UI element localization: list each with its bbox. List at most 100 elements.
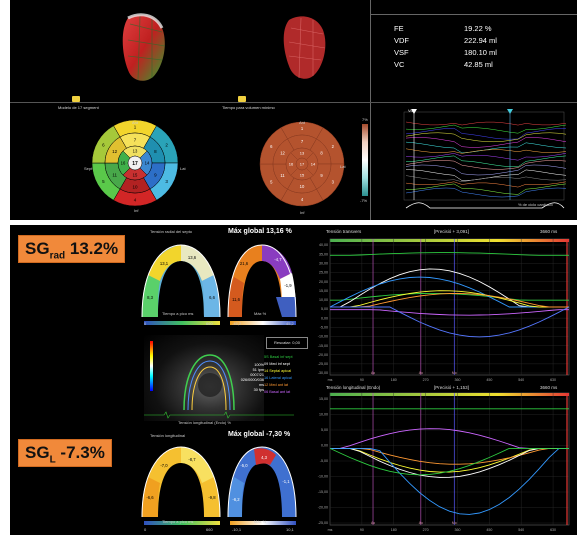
- color-scale-bar: [362, 124, 368, 196]
- segment-number: 7: [301, 139, 304, 144]
- radial-seg-value: 13,6: [188, 255, 197, 260]
- metric-value: 180.10 ml: [464, 48, 497, 57]
- y-tick-label: -20,00: [318, 506, 328, 510]
- radial-header-small: Tensión radial del septo: [150, 229, 193, 234]
- strain-curve: [330, 290, 569, 308]
- dir-lat-label: Lat: [180, 166, 186, 171]
- x-tick-label: 270: [423, 378, 429, 382]
- long-seg-value: -7,0: [160, 463, 168, 468]
- segment-number: 6: [102, 143, 105, 148]
- y-tick-label: 10,00: [319, 413, 328, 417]
- x-tick-label: ms: [328, 528, 333, 532]
- legend-item: 16 Lateral apical: [264, 376, 292, 380]
- segment-number: 11: [280, 173, 285, 178]
- dir-sept-label: Sept: [84, 166, 93, 171]
- x-tick-label: 540: [518, 378, 524, 382]
- dir-ant-label: Ant: [132, 120, 139, 125]
- long-header-small: Tensión longitudinal: [150, 433, 186, 438]
- segment-number: 8: [320, 150, 323, 155]
- rescue-value-box[interactable]: Rescatar: 0,00: [266, 337, 308, 349]
- event-marker-label: Ao: [419, 521, 423, 525]
- long-max-global: Máx global -7,30 %: [228, 431, 291, 438]
- x-tick-label: 90: [360, 528, 364, 532]
- event-marker-label: Ao: [371, 521, 375, 525]
- segment-volume-curve: [405, 148, 567, 154]
- legend-item: 06 Basal ant lat: [264, 390, 291, 394]
- legend-item: 5S Basal inf sept: [264, 355, 293, 359]
- badge-value: -7.3%: [60, 443, 105, 462]
- segmental-volume-curves: [403, 109, 567, 209]
- scale-bottom-label: -7%: [360, 198, 368, 203]
- segment-number: 15: [133, 173, 138, 178]
- badge-sub: L: [49, 454, 56, 466]
- min-volume-toggle-icon[interactable]: [238, 96, 246, 102]
- volume-curve-label: Vol: [408, 108, 414, 113]
- segment-volume-curve: [405, 181, 567, 188]
- segment-volume-curve: [405, 175, 567, 183]
- segment-number: 14: [311, 162, 316, 167]
- scale-val: 660: [206, 527, 213, 532]
- scale-val: 0: [144, 527, 147, 532]
- longitudinal-strain-arches: -6,6 -7,0 -8,7 -9,8 -5,0 4,3 -1,1 -6,2: [141, 446, 297, 525]
- long-seg-value: -6,6: [146, 495, 154, 500]
- segment-number: 17: [300, 162, 305, 167]
- segment-number: 13: [300, 151, 305, 156]
- y-tick-label: 10,00: [319, 298, 328, 302]
- graph1-time: 3660 ms: [540, 229, 558, 234]
- y-tick-label: -30,00: [318, 371, 328, 375]
- radial-seg-value: 6,6: [209, 295, 215, 300]
- radial-seg-value: 11,6: [232, 297, 241, 302]
- sg-radial-badge: SGrad 13.2%: [18, 235, 126, 263]
- segment-model-toggle-icon[interactable]: [72, 96, 80, 102]
- radial-seg-value: 8,3: [147, 295, 153, 300]
- y-tick-label: 5,00: [321, 428, 328, 432]
- long-seg-value: -1,1: [282, 479, 290, 484]
- ventricle-3d-render-left: [122, 13, 166, 81]
- segment-volume-curve: [405, 155, 567, 168]
- x-tick-label: 270: [423, 528, 429, 532]
- segment-volume-curve: [405, 121, 567, 126]
- bullseye-apex: [295, 157, 309, 171]
- y-tick-label: -15,00: [318, 490, 328, 494]
- echo-info-line: 100%: [254, 363, 264, 367]
- segment-number: 1: [134, 124, 137, 129]
- y-tick-label: 0,00: [321, 316, 328, 320]
- segment-number: 16: [289, 162, 294, 167]
- y-tick-label: -15,00: [318, 344, 328, 348]
- segment-number: 7: [134, 137, 137, 142]
- segment-model-label: Modelo de 17 segment: [58, 105, 99, 110]
- graph2-time: 3660 ms: [540, 385, 558, 390]
- radial-max-global: Máx global 13,16 %: [228, 228, 292, 235]
- dir-ant-label: Ant: [299, 120, 306, 125]
- segment-volume-curve: [405, 137, 567, 148]
- long-seg-value: 4,3: [261, 455, 267, 460]
- radial-seg-value: 13,1: [160, 261, 169, 266]
- segment-number: 13: [133, 149, 138, 154]
- strain-curve: [330, 252, 569, 256]
- y-tick-label: 15,00: [319, 289, 328, 293]
- segment-volume-curve: [405, 153, 567, 161]
- segment-volume-curve: [405, 127, 567, 140]
- segment-volume-curve: [405, 164, 567, 176]
- longitudinal-strain-graph: 15,00 10,00 5,00 0,00 -5,00 -10,00 -15,00 -20,0…: [318, 392, 570, 532]
- graph1-peak: [Precisió + 3,091]: [434, 229, 469, 234]
- divider: [370, 0, 371, 220]
- divider: [10, 102, 577, 103]
- metric-value: 19.22 %: [464, 24, 492, 33]
- strain-curve: [329, 276, 569, 308]
- x-tick-label: 180: [391, 378, 397, 382]
- segment-number: 10: [300, 184, 305, 189]
- x-tick-label: 630: [550, 378, 556, 382]
- metric-key: VC: [394, 60, 405, 69]
- echo-info-line: 026/0000/036 ms: [240, 378, 264, 387]
- segment-volume-curve: [405, 124, 567, 134]
- x-tick-label: 180: [391, 528, 397, 532]
- y-tick-label: -10,00: [318, 335, 328, 339]
- strain-curve: [330, 447, 569, 478]
- segment-number: 8: [154, 149, 157, 154]
- graph2-peak: [Precisió + 1,153]: [434, 385, 469, 390]
- scale-val: 10,1: [286, 527, 294, 532]
- segment-number: 1: [301, 126, 304, 131]
- scale-top-label: 7%: [362, 117, 368, 122]
